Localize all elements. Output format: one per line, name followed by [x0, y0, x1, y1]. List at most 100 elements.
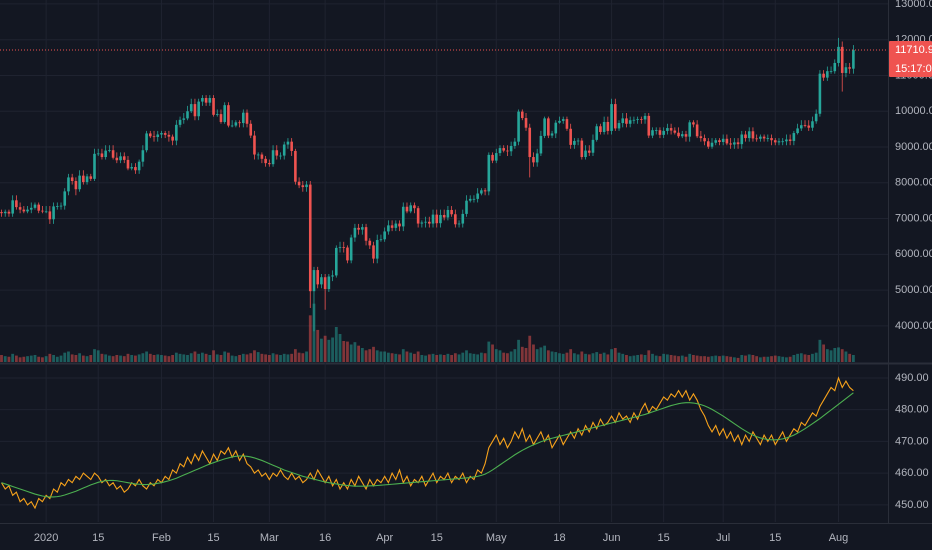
candle-body [305, 184, 308, 188]
volume-bar [401, 349, 405, 362]
candle-body [591, 139, 595, 153]
candle-body [245, 112, 249, 124]
volume-bar [186, 355, 189, 362]
candle-body [621, 118, 625, 124]
volume-bar [673, 355, 677, 362]
candle-body [807, 125, 811, 128]
volume-bar [174, 352, 178, 362]
candle-body [837, 46, 840, 63]
candle-body [554, 122, 558, 134]
volume-bar [658, 356, 662, 362]
candle-body [643, 115, 647, 120]
candle-body [587, 150, 591, 153]
candle-body [67, 177, 70, 192]
candle-body [792, 133, 796, 141]
candle-body [487, 154, 491, 192]
candle-body [442, 214, 446, 218]
candle-body [230, 125, 234, 127]
x-tick-label: 15 [207, 532, 219, 544]
volume-bar [606, 354, 610, 362]
volume-bar [372, 346, 375, 362]
candle-body [829, 71, 833, 72]
candle-body [614, 104, 617, 129]
candle-body [617, 123, 621, 129]
volume-bar [41, 357, 44, 362]
volume-bar [148, 353, 152, 362]
candle-body [390, 225, 394, 228]
candle-body [327, 276, 331, 290]
candle-body [156, 134, 160, 138]
volume-bar [85, 356, 89, 362]
volume-bar [197, 353, 201, 362]
candle-body [569, 128, 572, 145]
volume-bar [721, 355, 725, 362]
volume-bar [70, 354, 74, 362]
candle-body [848, 67, 851, 69]
candle-body [37, 204, 40, 211]
candle-body [636, 119, 639, 120]
volume-bar [219, 355, 223, 362]
volume-bar [420, 355, 424, 362]
volume-bar [413, 353, 416, 362]
candle-body [811, 121, 814, 128]
candle-body [82, 175, 85, 183]
candle-body [312, 270, 316, 292]
y-tick-label: 9000.00 [895, 141, 932, 153]
candle-body [476, 193, 479, 199]
volume-bar [792, 355, 796, 362]
volume-bar [617, 352, 621, 362]
volume-bar [710, 356, 714, 362]
volume-bar [662, 353, 666, 362]
candle-body [256, 154, 260, 156]
candle-body [141, 150, 145, 162]
candle-body [684, 134, 688, 137]
volume-bar [435, 355, 439, 362]
volume-bar [11, 353, 15, 362]
candle-body [740, 134, 744, 145]
candle-body [375, 240, 379, 259]
volume-bar [587, 354, 591, 362]
indicator-tick-label: 490.00 [895, 372, 929, 384]
candle-body [692, 122, 695, 125]
volume-bar [424, 355, 427, 362]
candle-body [3, 211, 7, 214]
candle-body [439, 214, 442, 224]
candle-body [171, 136, 174, 141]
candle-body [26, 209, 29, 212]
candle-body [383, 231, 386, 240]
candle-body [275, 150, 279, 156]
volume-bar [829, 350, 833, 362]
candle-body [320, 277, 323, 285]
candle-body [625, 118, 628, 124]
candle-body [353, 227, 357, 238]
candle-body [316, 270, 319, 285]
candle-body [521, 111, 524, 119]
candle-body [271, 150, 275, 165]
volume-bar [119, 355, 122, 362]
candle-body [342, 247, 346, 248]
volume-bar [439, 354, 442, 362]
candle-body [714, 140, 718, 143]
volume-bar [569, 349, 573, 362]
candle-body [193, 104, 197, 117]
candle-body [506, 150, 509, 152]
volume-bar [390, 353, 394, 362]
volume-bar [621, 353, 625, 362]
volume-bar [509, 351, 513, 362]
volume-bar [93, 349, 96, 362]
volume-bar [312, 303, 316, 362]
volume-bar [602, 352, 606, 362]
candle-body [833, 62, 837, 72]
volume-bar [833, 348, 837, 362]
x-tick-label: 15 [431, 532, 443, 544]
candle-body [212, 98, 215, 115]
candle-body [736, 142, 740, 145]
volume-bar [613, 348, 617, 362]
y-tick-label: 7000.00 [895, 212, 932, 224]
candle-body [428, 221, 431, 224]
candle-body [435, 214, 439, 224]
candle-body [78, 175, 81, 190]
candle-body [494, 153, 498, 161]
volume-bar [762, 356, 766, 362]
